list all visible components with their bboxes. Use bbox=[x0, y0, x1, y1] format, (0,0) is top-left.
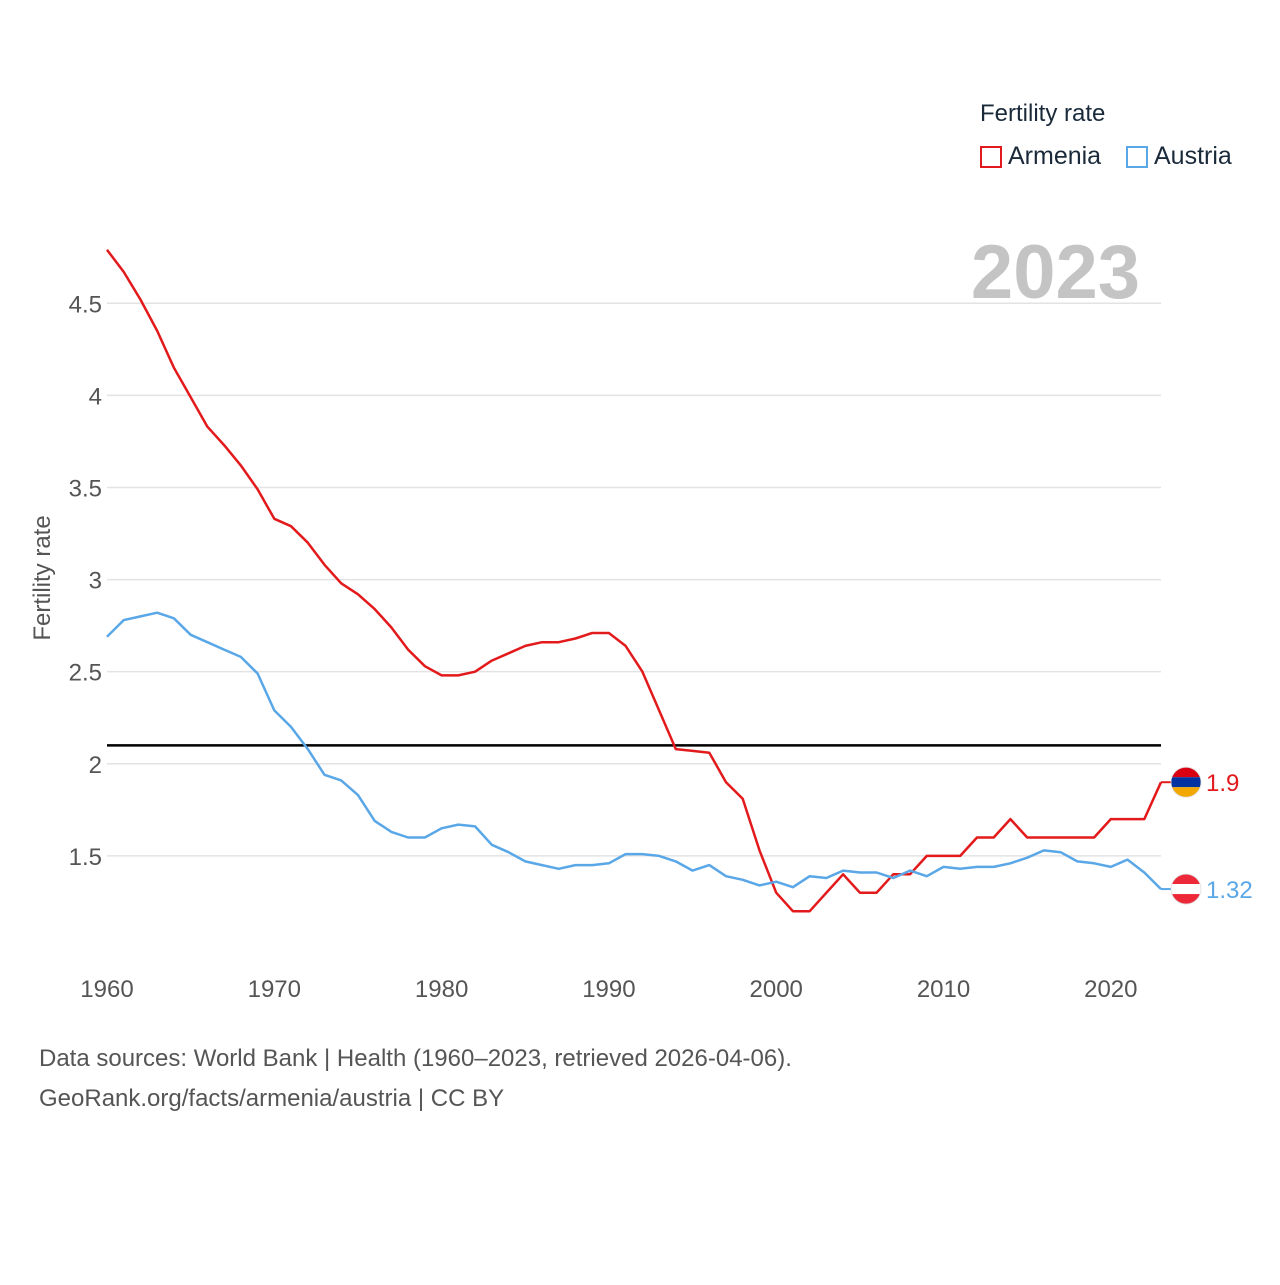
y-axis-ticks: 1.5 2 2.5 3 3.5 4 4.5 bbox=[69, 291, 102, 871]
legend-swatch-armenia bbox=[980, 145, 1002, 168]
flag-armenia-icon bbox=[1170, 766, 1202, 798]
footer-attribution[interactable]: GeoRank.org/facts/armenia/austria | CC B… bbox=[39, 1085, 505, 1112]
x-axis-ticks: 1960 1970 1980 1990 2000 2010 2020 bbox=[80, 976, 1137, 1003]
x-tick-label: 2010 bbox=[917, 976, 970, 1003]
y-tick-label: 2.5 bbox=[69, 660, 102, 687]
y-axis-title: Fertility rate bbox=[29, 515, 56, 640]
legend-item-armenia[interactable]: Armenia bbox=[980, 142, 1101, 171]
series-lines bbox=[106, 249, 1163, 913]
end-markers: 1.9 1.32 bbox=[1161, 766, 1253, 905]
y-tick-label: 4 bbox=[89, 383, 102, 410]
footer-sources: Data sources: World Bank | Health (1960–… bbox=[39, 1045, 792, 1072]
legend-title: Fertility rate bbox=[980, 100, 1106, 127]
end-value-label-austria: 1.32 bbox=[1206, 877, 1253, 904]
x-tick-label: 1970 bbox=[248, 976, 301, 1003]
y-tick-label: 4.5 bbox=[69, 291, 102, 318]
y-tick-label: 3.5 bbox=[69, 475, 102, 502]
flag-austria-icon bbox=[1170, 873, 1202, 905]
legend-label-armenia: Armenia bbox=[1008, 142, 1102, 170]
y-tick-label: 1.5 bbox=[69, 844, 102, 871]
legend-item-austria[interactable]: Austria bbox=[1126, 142, 1232, 171]
legend-swatch-austria bbox=[1126, 145, 1148, 168]
year-watermark: 2023 bbox=[971, 230, 1140, 315]
y-tick-label: 2 bbox=[89, 752, 102, 779]
y-tick-label: 3 bbox=[89, 568, 102, 595]
x-tick-label: 1980 bbox=[415, 976, 468, 1003]
series-line-austria[interactable] bbox=[106, 611, 1162, 890]
x-tick-label: 2000 bbox=[750, 976, 803, 1003]
end-value-label-armenia: 1.9 bbox=[1206, 770, 1239, 797]
series-line-armenia[interactable] bbox=[106, 249, 1163, 913]
legend-label-austria: Austria bbox=[1154, 142, 1232, 170]
grid-lines bbox=[107, 302, 1161, 857]
x-tick-label: 1960 bbox=[80, 976, 133, 1003]
x-tick-label: 1990 bbox=[582, 976, 635, 1003]
x-tick-label: 2020 bbox=[1084, 976, 1137, 1003]
